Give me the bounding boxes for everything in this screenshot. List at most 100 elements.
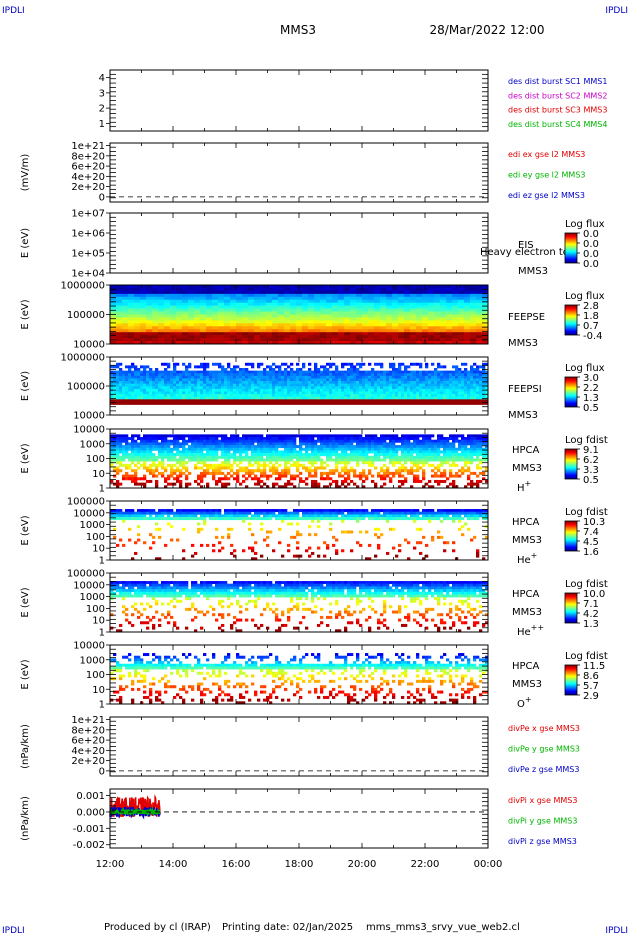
spectrogram-cell: [446, 442, 449, 445]
spectrogram-cell: [227, 402, 230, 405]
spectrogram-cell: [188, 326, 194, 329]
spectrogram-cell: [395, 381, 398, 384]
spectrogram-cell: [455, 389, 458, 392]
spectrogram-cell: [215, 442, 218, 445]
spectrogram-cell: [284, 399, 287, 402]
spectrogram-cell: [272, 464, 275, 467]
spectrogram-cell: [458, 335, 464, 338]
spectrogram-cell: [152, 448, 155, 451]
spectrogram-cell: [227, 378, 230, 381]
spectrogram-cell: [203, 437, 206, 440]
spectrogram-cell: [224, 456, 227, 459]
spectrogram-cell: [269, 448, 272, 451]
spectrogram-cell: [401, 453, 404, 456]
spectrogram-cell: [368, 472, 371, 475]
spectrogram-cell: [278, 472, 281, 475]
spectrogram-cell: [341, 397, 344, 400]
spectrogram-cell: [224, 378, 227, 381]
spectrogram-cell: [446, 450, 449, 453]
spectrogram-cell: [167, 363, 170, 366]
spectrogram-cell: [368, 469, 371, 472]
spectrogram-cell: [344, 300, 350, 303]
spectrogram-cell: [236, 291, 242, 294]
spectrogram-cell: [449, 381, 452, 384]
spectrogram-cell: [338, 392, 341, 395]
spectrogram-cell: [344, 467, 347, 470]
spectrogram-cell: [368, 402, 371, 405]
spectrogram-cell: [125, 365, 128, 368]
spectrogram-cell: [428, 317, 434, 320]
spectrogram-cell: [251, 442, 254, 445]
spectrogram-cell: [323, 402, 326, 405]
spectrogram-cell: [269, 437, 272, 440]
colorbar: [565, 377, 577, 407]
spectrogram-cell: [383, 464, 386, 467]
spectrogram-cell: [410, 448, 413, 451]
spectrogram-cell: [266, 312, 272, 315]
spectrogram-cell: [413, 394, 416, 397]
spectrogram-cell: [278, 397, 281, 400]
spectrogram-cell: [200, 434, 203, 437]
spectrogram-cell: [221, 378, 224, 381]
spectrogram-cell: [374, 306, 380, 309]
spectrogram-cell: [266, 448, 269, 451]
spectrogram-cell: [254, 315, 260, 318]
spectrogram-cell: [380, 434, 383, 437]
spectrogram-cell: [461, 469, 464, 472]
spectrogram-cell: [404, 384, 407, 387]
spectrogram-cell: [197, 475, 200, 478]
spectrogram-cell: [407, 371, 410, 374]
spectrogram-cell: [170, 456, 173, 459]
spectrogram-cell: [143, 450, 146, 453]
spectrogram-cell: [446, 335, 452, 338]
spectrogram-cell: [338, 389, 341, 392]
spectrogram-cell: [467, 469, 470, 472]
spectrogram-cell: [161, 464, 164, 467]
spectrogram-cell: [386, 397, 389, 400]
spectrogram-cell: [215, 456, 218, 459]
spectrogram-cell: [428, 389, 431, 392]
spectrogram-cell: [230, 312, 236, 315]
spectrogram-cell: [347, 368, 350, 371]
spectrogram-cell: [176, 397, 179, 400]
spectrogram-cell: [467, 376, 470, 379]
spectrogram-cell: [467, 434, 470, 437]
spectrogram-cell: [290, 315, 296, 318]
spectrogram-cell: [212, 309, 218, 312]
spectrogram-cell: [227, 389, 230, 392]
spectrogram-cell: [329, 442, 332, 445]
spectrogram-cell: [113, 376, 116, 379]
spectrogram-cell: [377, 399, 380, 402]
spectrogram-cell: [290, 381, 293, 384]
spectrogram-cell: [440, 312, 446, 315]
spectrogram-cell: [461, 472, 464, 475]
spectrogram-cell: [314, 386, 317, 389]
spectrogram-cell: [137, 389, 140, 392]
spectrogram-cell: [119, 448, 122, 451]
spectrogram-cell: [260, 440, 263, 443]
spectrogram-cell: [221, 448, 224, 451]
spectrogram-cell: [362, 472, 365, 475]
spectrogram-cell: [272, 300, 278, 303]
spectrogram-cell: [392, 445, 395, 448]
spectrogram-cell: [242, 450, 245, 453]
spectrogram-cell: [338, 329, 344, 332]
spectrogram-cell: [122, 394, 125, 397]
spectrogram-cell: [269, 469, 272, 472]
spectrogram-cell: [266, 389, 269, 392]
spectrogram-cell: [203, 440, 206, 443]
spectrogram-cell: [440, 381, 443, 384]
spectrogram-cell: [164, 323, 170, 326]
spectrogram-cell: [200, 381, 203, 384]
legend-entry: edi ex gse l2 MMS3: [508, 150, 585, 159]
spectrogram-cell: [314, 320, 320, 323]
spectrogram-cell: [137, 453, 140, 456]
spectrogram-cell: [410, 469, 413, 472]
spectrogram-cell: [143, 442, 146, 445]
spectrogram-cell: [257, 371, 260, 374]
spectrogram-cell: [410, 399, 413, 402]
spectrogram-cell: [152, 323, 158, 326]
spectrogram-cell: [212, 373, 215, 376]
spectrogram-cell: [326, 378, 329, 381]
